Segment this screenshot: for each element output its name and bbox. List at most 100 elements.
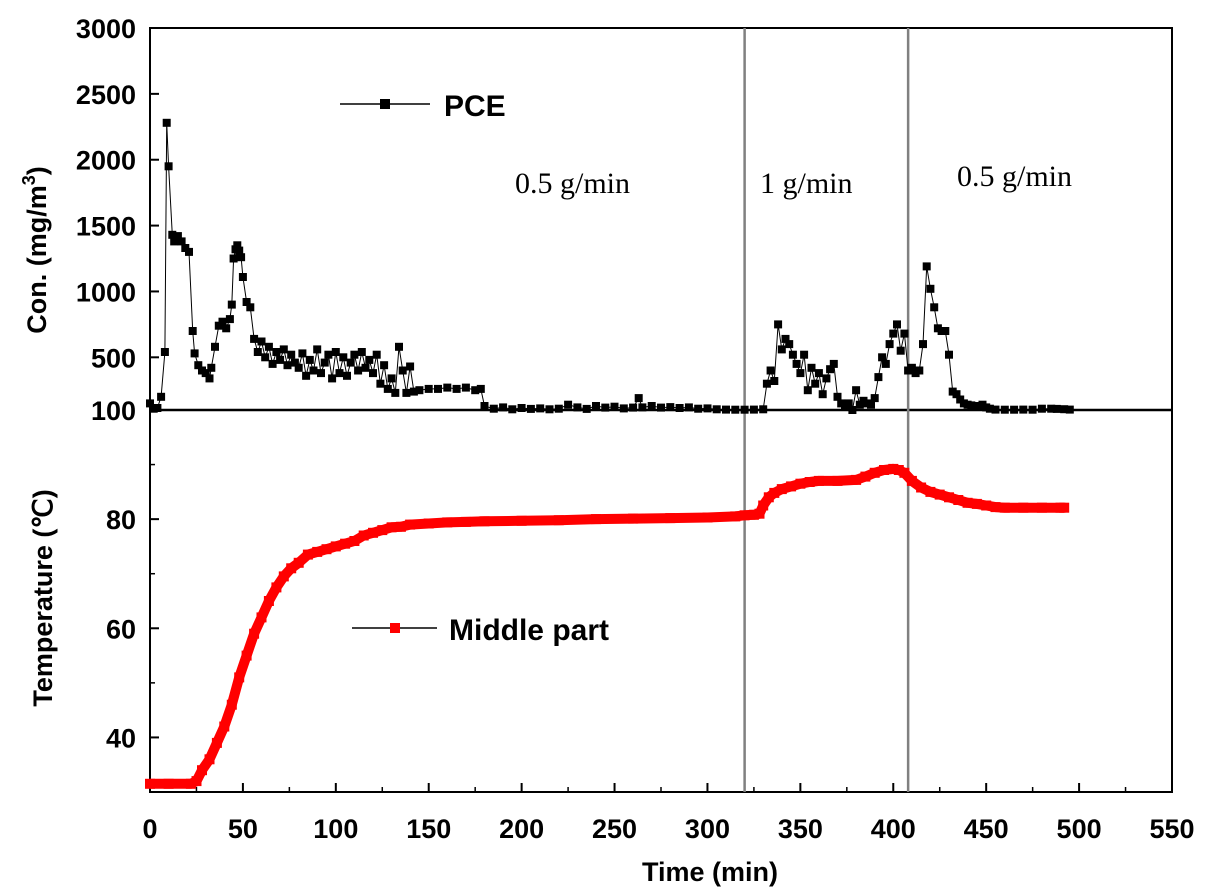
temperature-point	[888, 463, 899, 474]
temperature-point	[953, 495, 964, 505]
pce-point	[302, 371, 311, 380]
temperature-point	[739, 510, 750, 521]
y-tick-label-bottom: 40	[106, 723, 136, 753]
pce-point	[246, 303, 255, 312]
y-tick-label-top: 1000	[76, 277, 136, 307]
pce-point	[896, 346, 905, 355]
pce-point	[298, 349, 307, 358]
pce-point	[749, 405, 758, 414]
pce-point	[305, 355, 314, 364]
pce-point	[160, 348, 169, 356]
y-tick-label-top: 2500	[76, 80, 136, 110]
pce-point	[759, 405, 768, 414]
temperature-point	[349, 536, 360, 546]
pce-point	[194, 361, 203, 370]
y-tick-label-top: 100	[91, 396, 136, 426]
pce-point	[415, 386, 424, 395]
temperature-point	[386, 522, 397, 533]
pce-point	[201, 369, 210, 378]
pce-point	[229, 254, 238, 263]
pce-point	[376, 379, 385, 388]
pce-point	[666, 403, 675, 412]
x-tick-label: 0	[142, 814, 157, 844]
pce-point	[146, 399, 154, 408]
pce-point	[731, 405, 740, 414]
pce-point	[283, 361, 292, 370]
y-tick-label-top: 3000	[76, 14, 136, 44]
pce-point	[398, 366, 407, 375]
temperature-point	[185, 778, 196, 789]
pce-point	[564, 400, 573, 409]
pce-point	[452, 384, 461, 393]
y-tick-label-bottom: 60	[106, 614, 136, 644]
pce-point	[818, 390, 827, 399]
pce-point	[638, 403, 647, 412]
temperature-point	[702, 512, 713, 523]
pce-point	[657, 403, 665, 412]
pce-point	[343, 371, 351, 380]
pce-point	[489, 404, 498, 413]
x-tick-label: 350	[778, 814, 823, 844]
temperature-point	[263, 596, 274, 606]
pce-point	[610, 402, 619, 411]
temperature-point	[754, 508, 765, 519]
pce-point	[177, 237, 186, 246]
pce-point	[629, 403, 638, 412]
pce-point	[233, 241, 242, 250]
pce-point	[822, 374, 831, 383]
temperature-point	[925, 486, 936, 497]
temperature-point	[191, 776, 202, 787]
pce-point	[350, 350, 359, 359]
pce-point	[878, 353, 887, 362]
pce-point	[369, 369, 377, 378]
pce-point	[1028, 405, 1037, 414]
pce-point	[1052, 404, 1061, 413]
pce-point	[235, 246, 244, 255]
temperature-point	[990, 502, 1001, 513]
pce-point	[647, 402, 656, 410]
pce-point	[335, 369, 344, 378]
temperature-point	[395, 521, 406, 532]
pce-point	[803, 386, 812, 395]
temperature-point	[813, 475, 824, 486]
legend-middle-part: Middle part	[352, 614, 609, 647]
temperature-point	[1059, 502, 1070, 513]
pce-point	[915, 366, 924, 375]
temperature-point	[479, 516, 490, 527]
temperature-point	[944, 492, 954, 503]
temperature-point	[293, 557, 304, 568]
pce-point	[168, 230, 177, 239]
pce-point	[517, 404, 526, 412]
temperature-point	[730, 511, 741, 522]
pce-point	[290, 358, 299, 367]
pce-point	[324, 350, 333, 359]
temperature-point	[234, 672, 245, 683]
pce-point	[1047, 404, 1056, 413]
pce-point	[383, 384, 392, 393]
temperature-point	[405, 519, 416, 530]
pce-point	[391, 388, 400, 397]
pce-point	[313, 345, 322, 354]
temperature-point	[981, 500, 992, 511]
pce-point	[499, 403, 508, 412]
y-tick-label-bottom: 80	[106, 505, 136, 535]
x-tick-label: 50	[228, 814, 258, 844]
temperature-point	[776, 484, 787, 495]
pce-point	[852, 386, 861, 395]
temperature-point	[916, 482, 927, 493]
pce-point	[1060, 405, 1069, 414]
temperature-point	[758, 500, 769, 511]
temperature-point	[330, 541, 341, 552]
pce-point	[941, 327, 950, 335]
pce-point	[684, 403, 693, 412]
temperature-point	[226, 699, 237, 710]
y-axis-title-top: Con. (mg/m3)	[19, 166, 52, 334]
pce-point	[712, 405, 721, 414]
pce-point	[881, 359, 890, 368]
x-tick-label: 250	[592, 814, 637, 844]
pce-point	[833, 392, 842, 401]
temperature-point	[763, 492, 774, 503]
pce-point	[796, 369, 805, 378]
pce-point	[443, 383, 452, 392]
pce-point	[328, 374, 337, 383]
